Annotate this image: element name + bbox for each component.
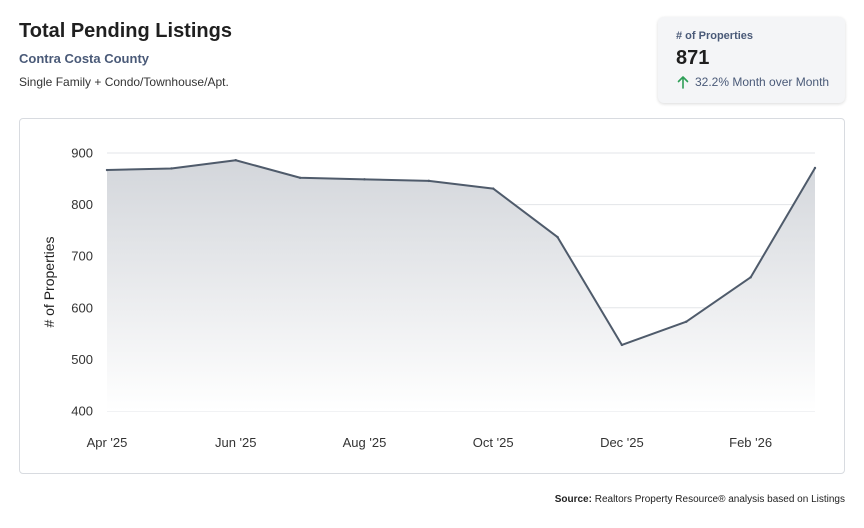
- chart-panel: 900 800 700 600 500 400 Apr '25 Jun '25 Aug '25 O…: [19, 118, 845, 474]
- x-tick-label-4: Aug '25: [343, 435, 387, 450]
- y-axis-title: # of Properties: [41, 236, 57, 327]
- source-text: Realtors Property Resource® analysis bas…: [594, 494, 845, 505]
- y-tick-label-600: 600: [71, 300, 93, 315]
- kpi-card: # of Properties 871 32.2% Month over Mon…: [658, 17, 845, 103]
- kpi-change-text: 32.2% Month over Month: [695, 75, 830, 89]
- kpi-label: # of Properties: [676, 30, 754, 42]
- series-area: [107, 160, 815, 411]
- kpi-change: 32.2% Month over Month: [676, 75, 845, 89]
- source-label: Source:: [554, 494, 592, 505]
- x-tick-label-0: Apr '25: [87, 435, 128, 450]
- data-point-11: [813, 166, 817, 170]
- x-tick-label-8: Dec '25: [600, 435, 644, 450]
- page-title: Total Pending Listings: [19, 20, 232, 42]
- data-point-2: [234, 159, 237, 162]
- series-line: [106, 159, 816, 346]
- y-tick-label-500: 500: [71, 352, 93, 367]
- x-tick-label-6: Oct '25: [473, 435, 514, 450]
- data-point-0: [105, 168, 109, 172]
- kpi-value: 871: [676, 47, 710, 69]
- x-tick-label-2: Jun '25: [215, 435, 257, 450]
- data-point-4: [363, 178, 366, 181]
- y-tick-label-400: 400: [71, 404, 93, 419]
- data-point-5: [427, 179, 431, 183]
- data-point-1: [170, 167, 173, 170]
- pending-listings-chart: 900 800 700 600 500 400 Apr '25 Jun '25 Aug '25 O…: [41, 146, 817, 450]
- header: Total Pending Listings Contra Costa Coun…: [19, 20, 232, 89]
- x-tick-label-10: Feb '26: [729, 435, 772, 450]
- data-point-6: [491, 187, 495, 190]
- property-segment: Single Family + Condo/Townhouse/Apt.: [19, 75, 229, 89]
- source-note: Source: Realtors Property Resource® anal…: [555, 494, 845, 505]
- data-point-8: [620, 343, 624, 347]
- data-point-10: [749, 276, 752, 279]
- y-tick-label-900: 900: [71, 146, 93, 161]
- region-subtitle: Contra Costa County: [19, 51, 149, 66]
- data-point-9: [685, 320, 688, 323]
- y-tick-label-700: 700: [71, 249, 93, 264]
- y-tick-label-800: 800: [71, 197, 93, 212]
- data-point-7: [556, 235, 559, 239]
- arrow-up-icon: [677, 76, 689, 89]
- data-point-3: [298, 176, 302, 179]
